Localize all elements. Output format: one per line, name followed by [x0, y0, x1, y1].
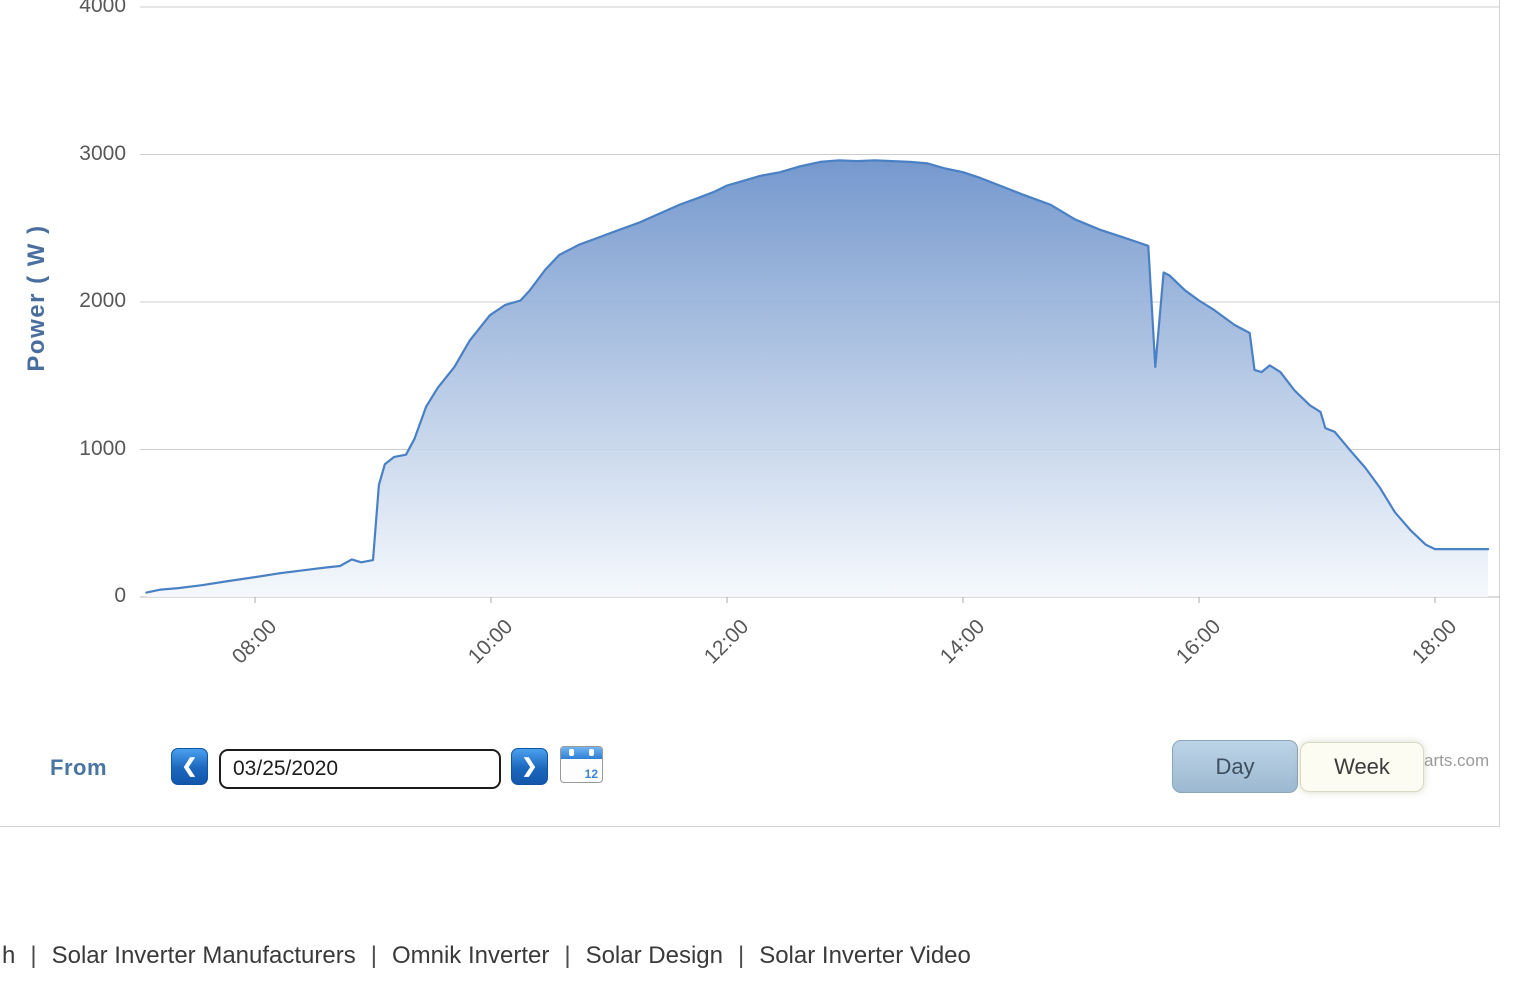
day-toggle-button[interactable]: Day [1172, 740, 1298, 793]
date-input[interactable] [219, 749, 501, 789]
y-axis-tick-label: 3000 [79, 141, 126, 165]
footer-link[interactable]: Solar Design [585, 942, 723, 969]
y-axis-tick-label: 0 [114, 584, 126, 607]
footer-separator: | [30, 942, 37, 969]
footer-link[interactable]: Solar Inverter Manufacturers [51, 942, 356, 969]
chevron-left-icon: ❮ [181, 756, 198, 777]
chevron-right-icon: ❯ [521, 756, 538, 777]
previous-date-button[interactable]: ❮ [171, 748, 208, 785]
footer-links: h | Solar Inverter Manufacturers | Omnik Inv… [2, 942, 971, 970]
footer-separator: | [564, 942, 571, 969]
calendar-icon-header [561, 747, 602, 759]
footer-link[interactable]: h [2, 942, 16, 969]
footer-separator: | [370, 942, 377, 969]
week-toggle-button[interactable]: Week [1300, 742, 1424, 792]
y-axis-tick-label: 2000 [79, 289, 126, 312]
calendar-icon[interactable]: 12 [560, 746, 603, 783]
next-date-button[interactable]: ❯ [511, 748, 548, 785]
calendar-icon-day: 12 [584, 767, 598, 781]
y-axis-tick-label: 4000 [79, 0, 126, 17]
footer-separator: | [737, 942, 745, 969]
watermark-text: arts.com [1424, 751, 1490, 770]
power-area-chart [140, 6, 1500, 603]
footer-link[interactable]: Omnik Inverter [391, 942, 550, 969]
from-label: From [50, 755, 107, 780]
footer-link[interactable]: Solar Inverter Video [759, 942, 971, 969]
y-axis-tick-label: 1000 [79, 436, 126, 460]
